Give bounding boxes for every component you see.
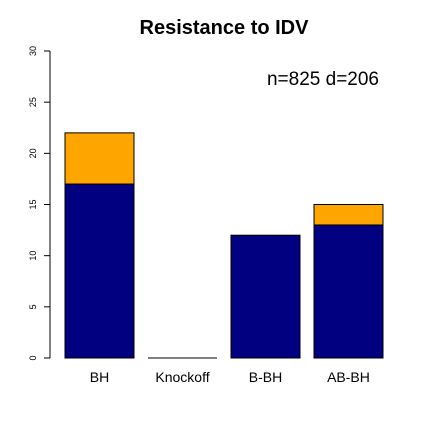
- chart-annotation: n=825 d=206: [267, 69, 379, 90]
- bar-ab-bh-segment-2: [313, 204, 384, 226]
- x-tick-label: Knockoff: [155, 369, 209, 385]
- x-tick-label: B-BH: [249, 369, 282, 385]
- y-tick-label: 15: [28, 199, 38, 209]
- y-tick-label: 25: [28, 97, 38, 107]
- bar-b-bh-segment-1: [230, 234, 301, 359]
- y-tick-label: 0: [28, 355, 38, 360]
- y-tick-label: 10: [28, 251, 38, 261]
- chart-title: Resistance to IDV: [140, 17, 310, 39]
- x-tick-label: AB-BH: [327, 369, 370, 385]
- y-tick-label: 30: [28, 46, 38, 56]
- bars: [64, 132, 384, 359]
- x-axis: BH Knockoff B-BH AB-BH: [90, 369, 370, 385]
- bar-bh-segment-2: [64, 132, 135, 185]
- bar-bh-segment-1: [64, 183, 135, 359]
- bar-ab-bh-segment-1: [313, 224, 384, 359]
- y-axis: 0 5 10 15 20 25 30: [28, 46, 51, 361]
- y-tick-label: 5: [28, 304, 38, 309]
- y-tick-label: 20: [28, 148, 38, 158]
- x-tick-label: BH: [90, 369, 109, 385]
